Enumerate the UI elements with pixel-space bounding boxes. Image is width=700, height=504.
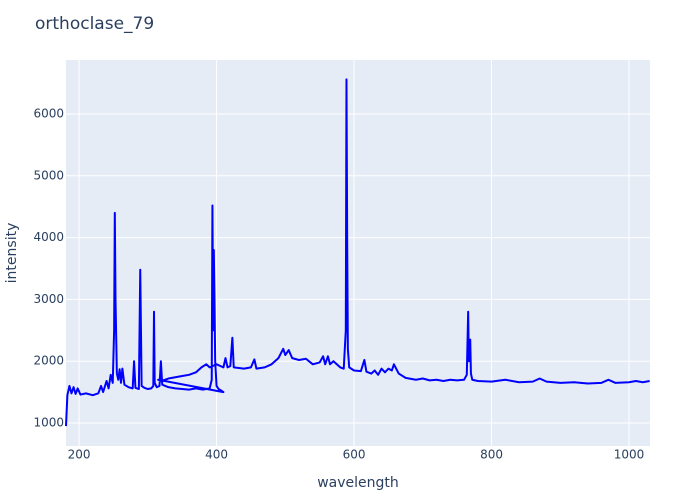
x-tick-label: 400 xyxy=(205,448,228,462)
marks xyxy=(65,78,650,427)
y-tick-label: 2000 xyxy=(33,354,64,368)
y-tick-label: 5000 xyxy=(33,168,64,182)
y-tick-label: 4000 xyxy=(33,230,64,244)
x-tick-label: 800 xyxy=(480,448,503,462)
plot-area xyxy=(66,60,650,446)
y-tick-label: 6000 xyxy=(33,107,64,121)
y-tick-label: 3000 xyxy=(33,292,64,306)
chart-title: orthoclase_79 xyxy=(35,14,154,34)
x-axis-label: wavelength xyxy=(317,475,399,491)
spectrum-line xyxy=(65,78,650,427)
x-tick-label: 200 xyxy=(68,448,91,462)
x-tick-label: 1000 xyxy=(614,448,645,462)
y-axis-label: intensity xyxy=(4,223,20,284)
y-tick-label: 1000 xyxy=(33,416,64,430)
x-tick-label: 600 xyxy=(343,448,366,462)
